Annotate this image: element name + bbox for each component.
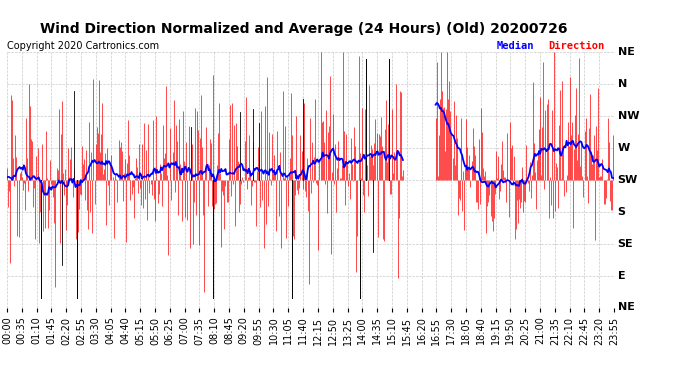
Text: NW: NW: [618, 111, 639, 121]
Text: SW: SW: [618, 175, 638, 185]
Text: Median: Median: [497, 41, 534, 51]
Text: Wind Direction Normalized and Average (24 Hours) (Old) 20200726: Wind Direction Normalized and Average (2…: [40, 22, 567, 36]
Text: NE: NE: [618, 48, 634, 57]
Text: NE: NE: [618, 303, 634, 312]
Text: E: E: [618, 271, 625, 280]
Text: SE: SE: [618, 239, 633, 249]
Text: W: W: [618, 143, 630, 153]
Text: S: S: [618, 207, 626, 217]
Text: N: N: [618, 80, 627, 89]
Text: Copyright 2020 Cartronics.com: Copyright 2020 Cartronics.com: [7, 41, 159, 51]
Text: Direction: Direction: [549, 41, 605, 51]
